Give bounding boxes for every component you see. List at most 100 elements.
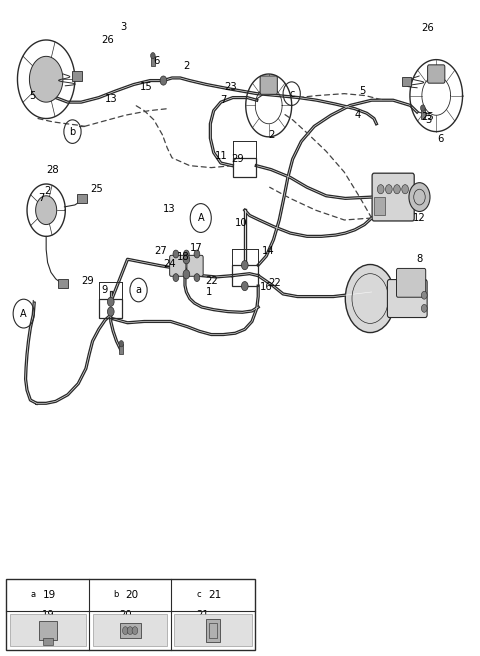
Bar <box>39 621 57 640</box>
Text: 19: 19 <box>41 609 54 620</box>
Circle shape <box>160 76 167 85</box>
Text: b: b <box>113 590 118 600</box>
Text: 25: 25 <box>91 184 103 194</box>
Bar <box>93 614 167 646</box>
Circle shape <box>108 307 114 316</box>
Text: 23: 23 <box>225 82 237 92</box>
Bar <box>174 614 252 646</box>
Text: 12: 12 <box>413 213 426 223</box>
Text: 2: 2 <box>183 61 190 71</box>
Bar <box>374 197 384 215</box>
Text: 1: 1 <box>206 287 212 297</box>
Text: 29: 29 <box>231 154 244 164</box>
Circle shape <box>173 274 179 281</box>
Text: 22: 22 <box>268 279 280 289</box>
Circle shape <box>421 291 427 299</box>
FancyBboxPatch shape <box>372 173 414 221</box>
Text: A: A <box>197 213 204 223</box>
Bar <box>120 344 123 354</box>
Text: 13: 13 <box>105 94 118 104</box>
Text: a: a <box>135 285 142 295</box>
Circle shape <box>151 52 155 59</box>
Circle shape <box>385 184 392 194</box>
Text: 22: 22 <box>205 276 218 286</box>
FancyBboxPatch shape <box>428 65 445 83</box>
Bar <box>72 72 82 81</box>
Circle shape <box>173 250 179 258</box>
Circle shape <box>345 264 395 333</box>
Text: 7: 7 <box>220 95 226 105</box>
Bar <box>206 619 220 642</box>
Text: 20: 20 <box>120 609 132 620</box>
Circle shape <box>122 626 128 634</box>
Text: b: b <box>70 127 76 136</box>
Text: 21: 21 <box>196 609 209 620</box>
Circle shape <box>194 274 200 281</box>
Circle shape <box>394 184 400 194</box>
Circle shape <box>377 184 384 194</box>
Text: 15: 15 <box>140 82 152 92</box>
Text: c: c <box>196 590 201 600</box>
Text: 24: 24 <box>163 259 176 269</box>
Bar <box>120 623 141 638</box>
Bar <box>421 108 425 119</box>
Circle shape <box>420 105 425 112</box>
Text: 4: 4 <box>355 110 361 120</box>
Text: 20: 20 <box>125 590 138 600</box>
Text: 28: 28 <box>46 165 59 174</box>
Circle shape <box>402 184 408 194</box>
Text: 9: 9 <box>101 285 108 295</box>
Text: 7: 7 <box>38 194 45 203</box>
Text: 14: 14 <box>262 246 274 256</box>
FancyBboxPatch shape <box>387 279 427 318</box>
Circle shape <box>421 304 427 312</box>
Circle shape <box>241 260 248 270</box>
Text: 8: 8 <box>416 255 422 264</box>
Text: 25: 25 <box>421 112 433 122</box>
FancyBboxPatch shape <box>187 255 203 276</box>
Text: 18: 18 <box>177 253 190 262</box>
Bar <box>77 194 87 203</box>
Text: 26: 26 <box>421 23 433 33</box>
Circle shape <box>108 297 114 306</box>
Bar <box>99 298 122 318</box>
Text: 3: 3 <box>120 22 127 32</box>
Text: 2: 2 <box>269 130 275 140</box>
Text: a: a <box>31 590 36 600</box>
Text: 19: 19 <box>43 590 56 600</box>
FancyBboxPatch shape <box>169 255 186 276</box>
Circle shape <box>183 270 190 279</box>
Polygon shape <box>36 195 57 224</box>
Text: 6: 6 <box>437 134 444 144</box>
Circle shape <box>241 281 248 291</box>
Text: 5: 5 <box>359 86 365 96</box>
FancyBboxPatch shape <box>260 76 277 94</box>
Text: 3: 3 <box>426 115 432 125</box>
Text: 10: 10 <box>235 218 248 228</box>
Text: 13: 13 <box>162 204 175 214</box>
Bar <box>233 158 256 177</box>
Text: 26: 26 <box>101 35 114 45</box>
Bar <box>402 77 411 86</box>
Text: 11: 11 <box>215 152 228 161</box>
FancyBboxPatch shape <box>396 268 426 297</box>
Bar <box>43 638 53 645</box>
Bar <box>10 614 86 646</box>
Circle shape <box>132 626 138 634</box>
Polygon shape <box>29 56 63 102</box>
Bar <box>232 265 258 286</box>
Bar <box>209 623 217 638</box>
Bar <box>151 56 155 66</box>
Text: c: c <box>289 89 294 98</box>
Text: 6: 6 <box>153 56 159 66</box>
Circle shape <box>194 250 200 258</box>
Circle shape <box>183 255 190 264</box>
Circle shape <box>409 182 430 211</box>
Text: 27: 27 <box>154 246 167 256</box>
Text: 29: 29 <box>81 276 94 286</box>
Text: 16: 16 <box>260 283 273 293</box>
Bar <box>6 579 255 650</box>
Text: 17: 17 <box>190 243 203 253</box>
Circle shape <box>119 340 124 347</box>
Text: 21: 21 <box>208 590 221 600</box>
